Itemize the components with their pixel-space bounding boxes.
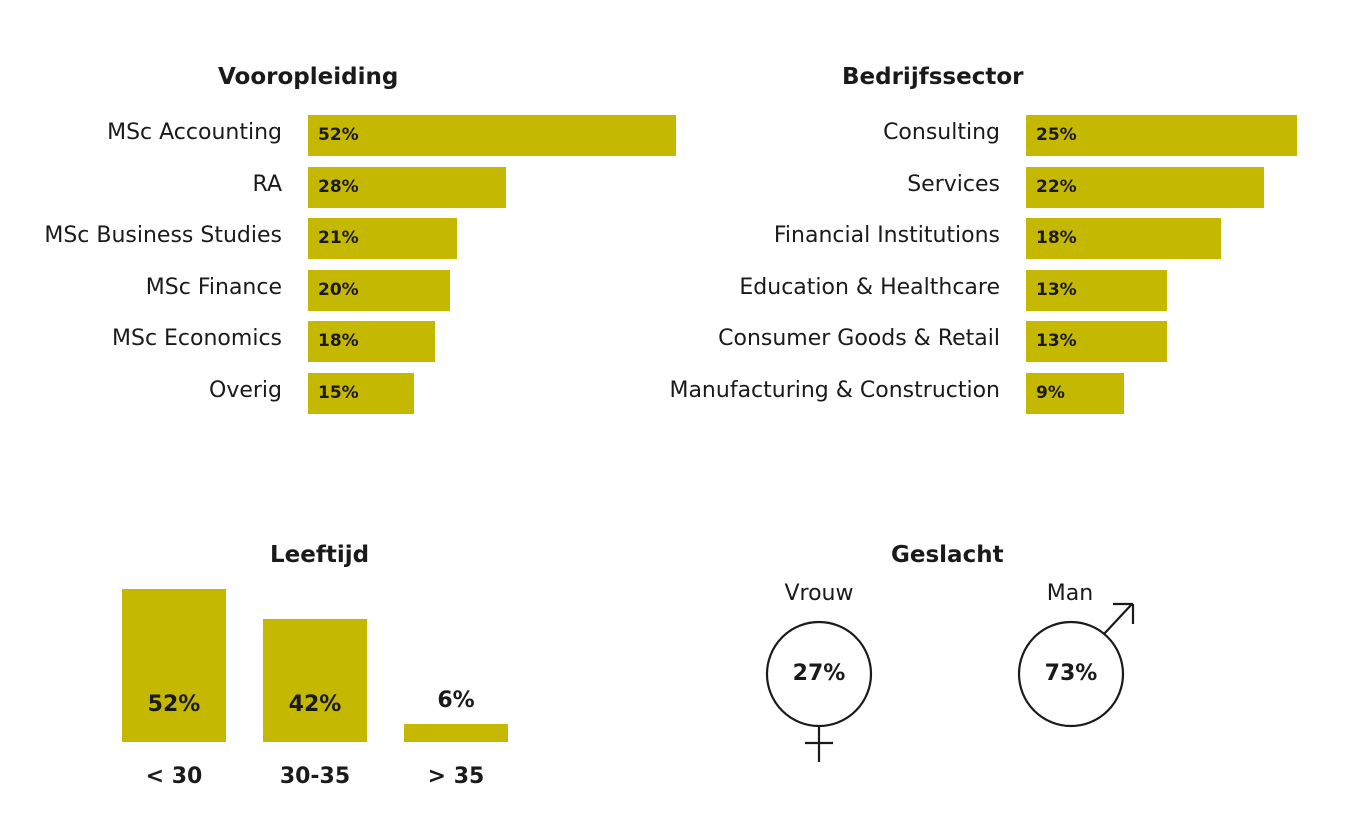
female-symbol-icon <box>765 620 873 762</box>
bar-value-label: 52% <box>318 125 359 145</box>
chart-title: Vooropleiding <box>218 64 399 90</box>
man-value: 73% <box>1044 661 1098 686</box>
bar <box>1026 166 1265 208</box>
category-label: < 30 <box>145 764 203 789</box>
bar-value-label: 21% <box>318 228 359 248</box>
bar <box>308 166 507 208</box>
bar-value-label: 20% <box>318 279 359 300</box>
bar <box>404 724 508 742</box>
bar-value-label: 15% <box>318 382 359 403</box>
chart-bedrijfssector: Bedrijfssector Consulting 25% Services 22% F… <box>669 64 1297 414</box>
bar <box>308 321 436 362</box>
category-label: Manufacturing & Construction <box>669 377 1000 403</box>
category-label: MSc Accounting <box>107 120 282 145</box>
category-label: 30-35 <box>279 764 351 789</box>
bar <box>1026 269 1167 311</box>
chart-vooropleiding: Vooropleiding MSc Accounting 52% RA 28% MSc … <box>0 0 680 430</box>
bar-value-label: 13% <box>1036 279 1077 300</box>
chart-title: Geslacht <box>891 542 1004 568</box>
male-symbol-icon <box>1017 602 1135 728</box>
vrouw-value: 27% <box>792 661 846 686</box>
category-label: Financial Institutions <box>773 223 1000 248</box>
bar-value-label: 13% <box>1036 331 1077 351</box>
bar <box>308 269 450 311</box>
bar <box>1026 115 1297 156</box>
bar-value-label: 18% <box>1036 228 1077 248</box>
bar <box>1026 372 1124 414</box>
bar <box>308 372 415 414</box>
bar <box>308 115 677 156</box>
bar-value-label: 6% <box>437 688 475 714</box>
category-label: MSc Economics <box>112 326 282 351</box>
bar <box>308 218 457 259</box>
bar-value-label: 18% <box>318 331 359 351</box>
category-label: Consumer Goods & Retail <box>718 326 1000 351</box>
bar-value-label: 22% <box>1036 176 1077 197</box>
bar <box>1026 218 1222 259</box>
chart-leeftijd: Leeftijd 52% < 30 42% 30-35 6% > 35 <box>122 542 508 789</box>
category-label: Services <box>907 171 1000 197</box>
bar <box>263 618 367 742</box>
chart-title: Bedrijfssector <box>842 64 1024 90</box>
category-label: Overig <box>209 377 282 403</box>
chart-title: Leeftijd <box>270 542 370 568</box>
bar-value-label: 25% <box>1036 125 1077 145</box>
category-label: Consulting <box>883 120 1000 145</box>
category-label: > 35 <box>427 764 485 789</box>
bar-value-label: 28% <box>318 176 359 197</box>
category-label: MSc Business Studies <box>44 223 282 248</box>
vrouw-label: Vrouw <box>784 581 854 606</box>
bar-value-label: 52% <box>147 692 201 717</box>
bar-value-label: 9% <box>1036 382 1065 403</box>
bar <box>1026 321 1167 362</box>
category-label: Education & Healthcare <box>739 274 1000 300</box>
bar-value-label: 42% <box>288 692 342 717</box>
man-label: Man <box>1046 581 1094 606</box>
bar <box>122 589 226 742</box>
category-label: RA <box>252 171 282 197</box>
category-label: MSc Finance <box>145 274 282 300</box>
